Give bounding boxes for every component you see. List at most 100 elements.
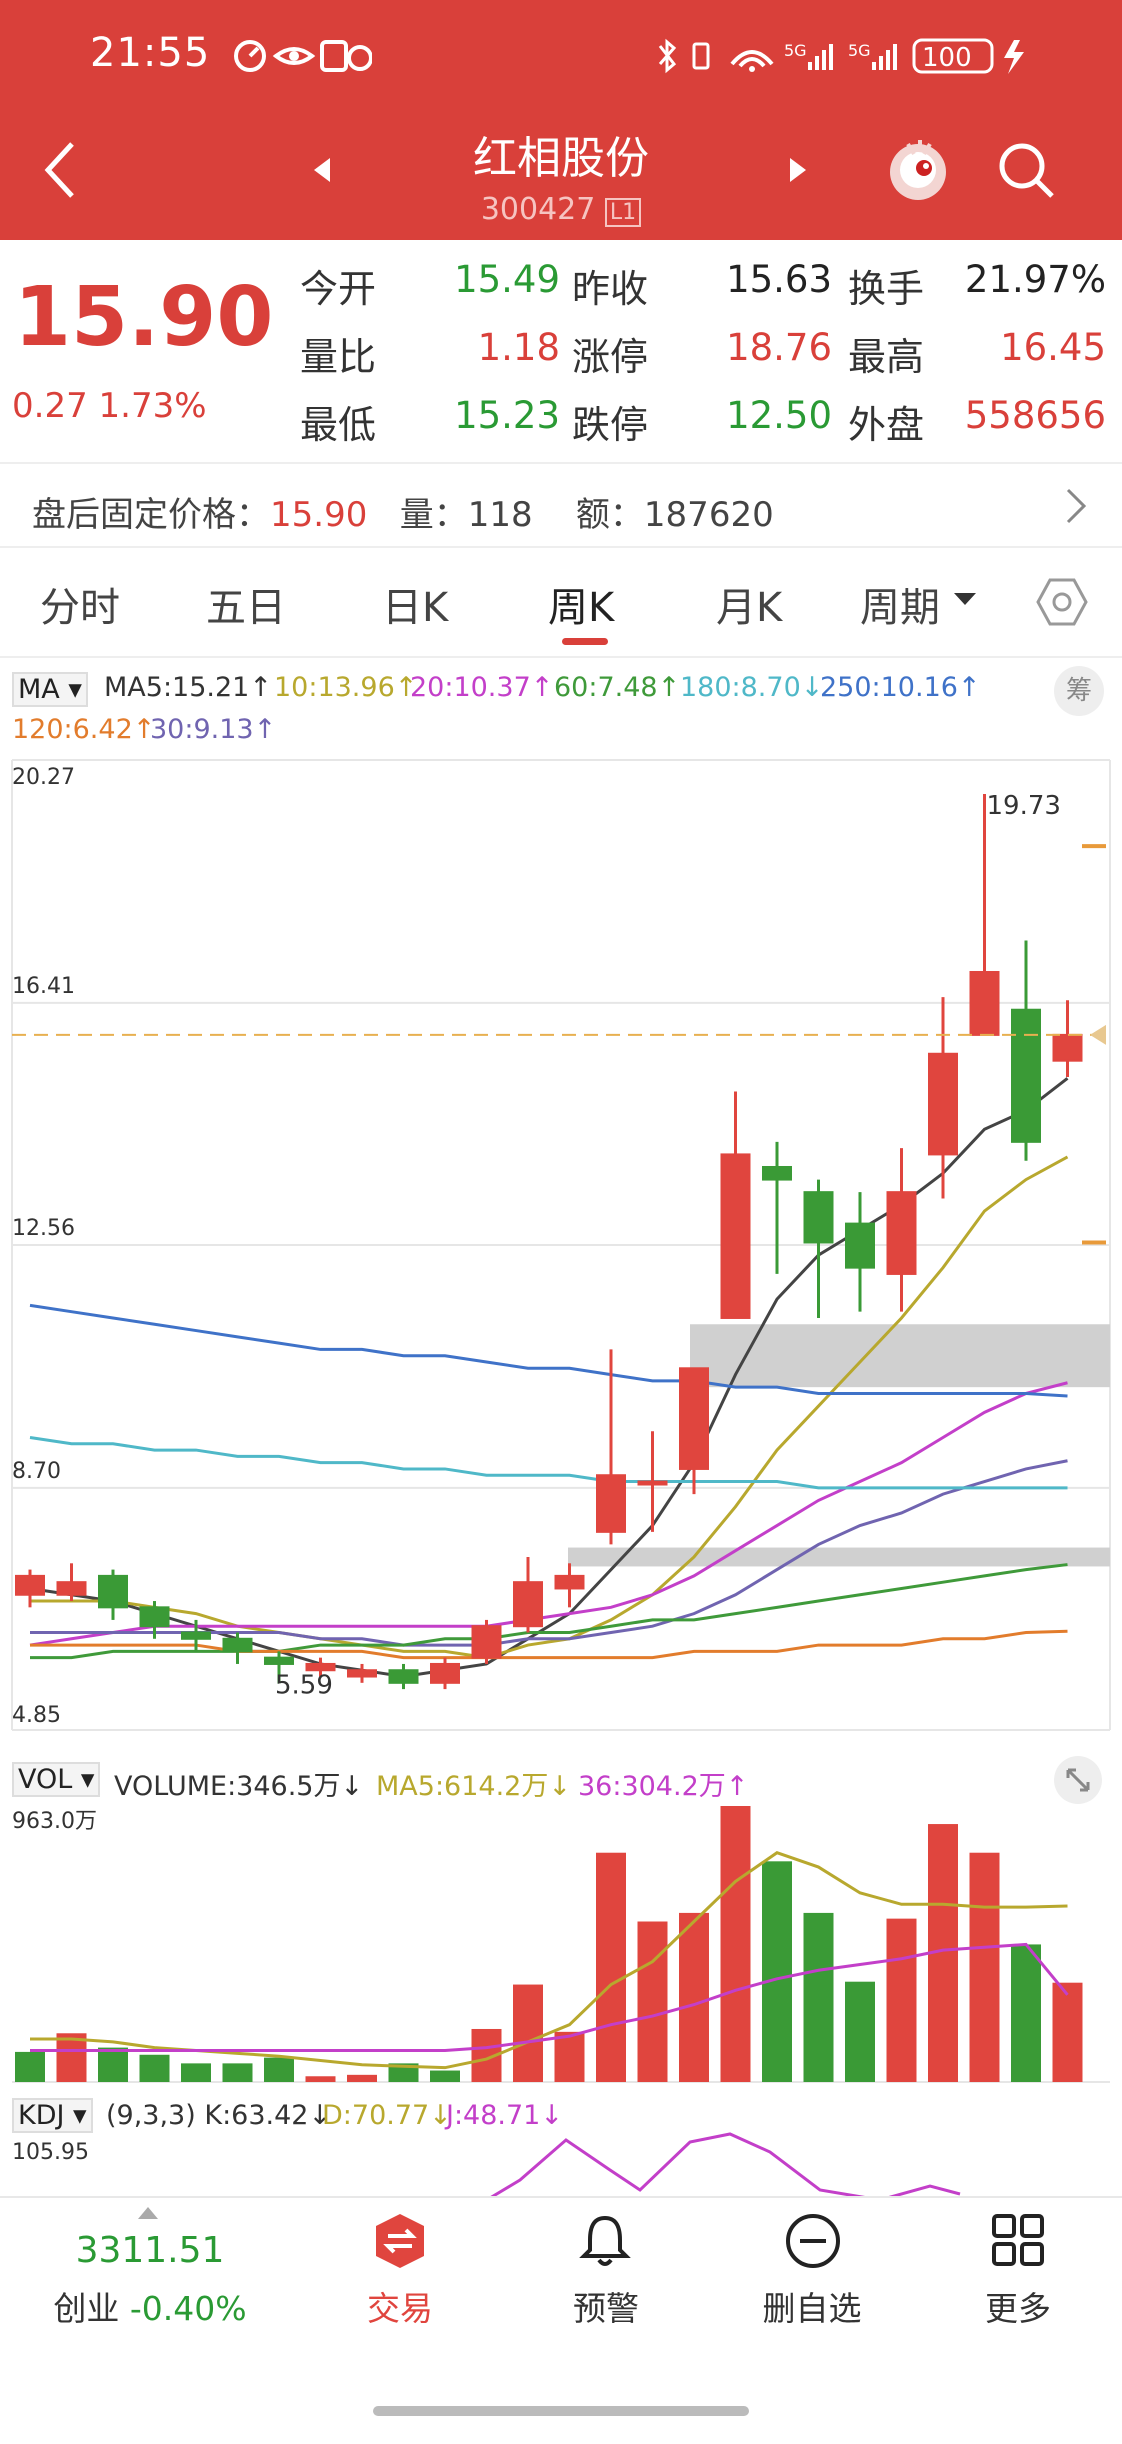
kdj-d-value: D:70.77↓ [322,2100,452,2131]
ma-line-120 [30,1629,1068,1660]
tab-3[interactable]: 周K [548,585,615,631]
bell-icon[interactable] [578,2212,632,2274]
ma-value: 30:9.13↑ [150,714,277,745]
volume-bar [139,2054,170,2082]
volume-bar [264,2057,294,2082]
ma-line-10 [30,1155,1069,1660]
ma-line-60 [30,1563,1068,1660]
nav-more[interactable]: 更多 [985,2289,1051,2328]
prev-stock-icon[interactable] [310,156,334,188]
tab-0[interactable]: 分时 [40,585,120,631]
nav-remove-watchlist[interactable]: 删自选 [762,2289,862,2328]
index-value[interactable]: 3311.51 [75,2230,225,2271]
candle-body [1011,1008,1041,1143]
quote-label: 昨收 [572,267,649,311]
volume-bar [1011,1944,1041,2082]
quote-label: 跌停 [572,403,649,447]
candle-body [98,1574,128,1609]
candle-body [554,1574,585,1590]
grid-icon[interactable] [990,2212,1046,2272]
vol-ma36-value: 36:304.2万↑ [578,1771,749,1802]
bottom-nav [0,2196,1122,2444]
candle-body [264,1656,294,1665]
candle-body [471,1625,502,1659]
volume-bar [637,1921,668,2082]
nav-trade[interactable]: 交易 [367,2289,433,2328]
kdj-chart[interactable] [0,2130,1122,2196]
volume-bar [305,2076,336,2082]
candle-body [305,1662,336,1672]
volume-bar [596,1852,626,2082]
chevron-right-icon[interactable] [1064,486,1088,530]
tab-4[interactable]: 月K [716,585,783,631]
y-axis-label: 12.56 [12,1216,75,1241]
candlestick-chart[interactable]: 20.27 16.41 12.56 8.70 4.85 19.73 5.59 [0,740,1122,1750]
ma-value: 20:10.37↑ [410,672,554,703]
candle-body [886,1191,917,1275]
next-stock-icon[interactable] [786,156,810,188]
quote-label: 外盘 [848,403,925,447]
ma-selector[interactable]: MA ▾ [12,672,88,707]
ma-value: MA5:15.21↑ [104,672,272,703]
stock-name: 红相股份 [473,133,649,184]
index-name[interactable]: 创业 -0.40% [53,2289,247,2328]
high-label: 19.73 [987,791,1061,821]
home-indicator[interactable] [373,2406,749,2416]
candle-body [762,1165,792,1181]
chip-distribution-button[interactable]: 筹 [1054,666,1104,716]
stock-code: 300427 L1 [0,192,1122,227]
status-icons-left [232,36,373,86]
tab-5[interactable]: 周期 [860,585,940,631]
quote-label: 最低 [300,403,377,447]
ma-value: 250:10.16↑ [820,672,981,703]
dropdown-triangle-icon[interactable] [954,592,976,611]
candle-body [637,1480,668,1486]
nav-alert[interactable]: 预警 [573,2289,639,2328]
volume-bar [969,1852,1000,2082]
vol-selector[interactable]: VOL ▾ [12,1762,101,1797]
ma-value: 60:7.48↑ [554,672,681,703]
volume-bar [1052,1982,1083,2082]
mascot-icon[interactable] [886,134,950,210]
candle-body [15,1574,45,1596]
svg-text:5G: 5G [848,41,871,60]
settings-hex-icon[interactable] [1036,576,1088,632]
back-icon[interactable] [40,138,80,206]
ma-value: 120:6.42↑ [12,714,156,745]
volume-bar [388,2063,419,2082]
app-header: 21:55 5G 5G 100 红相股份 300427 L1 [0,0,1122,240]
quote-value: 16.45 [1000,326,1106,369]
trade-icon[interactable] [372,2212,428,2274]
candle-body [803,1191,834,1244]
quote-value: 558656 [964,394,1106,437]
status-icons-right: 5G 5G 100 [652,36,1042,85]
expand-icon[interactable] [1054,1756,1102,1804]
search-icon[interactable] [996,140,1056,204]
after-hours-row[interactable]: 盘后固定价格：15.90 量：118 额：187620 [32,495,774,535]
quote-value: 1.18 [477,326,560,369]
ma-line-20 [29,1381,1068,1647]
candle-body [430,1662,460,1684]
kdj-selector[interactable]: KDJ ▾ [12,2098,93,2133]
candle-body [139,1606,170,1628]
remove-watchlist-icon[interactable] [784,2212,842,2274]
candle-body [513,1581,543,1628]
quote-value: 12.50 [726,394,832,437]
candle-body [845,1222,875,1269]
vol-ma5-value: MA5:614.2万↓ [376,1771,571,1802]
tab-1[interactable]: 五日 [206,585,286,631]
quote-label: 最高 [848,335,925,379]
candle-body [720,1153,751,1319]
volume-chart[interactable]: 963.0万 [0,1800,1122,2090]
price-zone [690,1324,1110,1388]
candle-body [1052,1033,1083,1062]
status-time: 21:55 [90,30,211,76]
volume-bar [15,2051,45,2082]
tab-2[interactable]: 日K [382,585,449,631]
y-axis-label: 4.85 [12,1703,61,1728]
price-pointer-icon [1090,1024,1106,1045]
volume-bar [803,1912,834,2082]
ma-line-180 [29,1436,1068,1490]
price-change: 0.27 1.73% [12,386,207,426]
volume-bar [886,1918,917,2082]
